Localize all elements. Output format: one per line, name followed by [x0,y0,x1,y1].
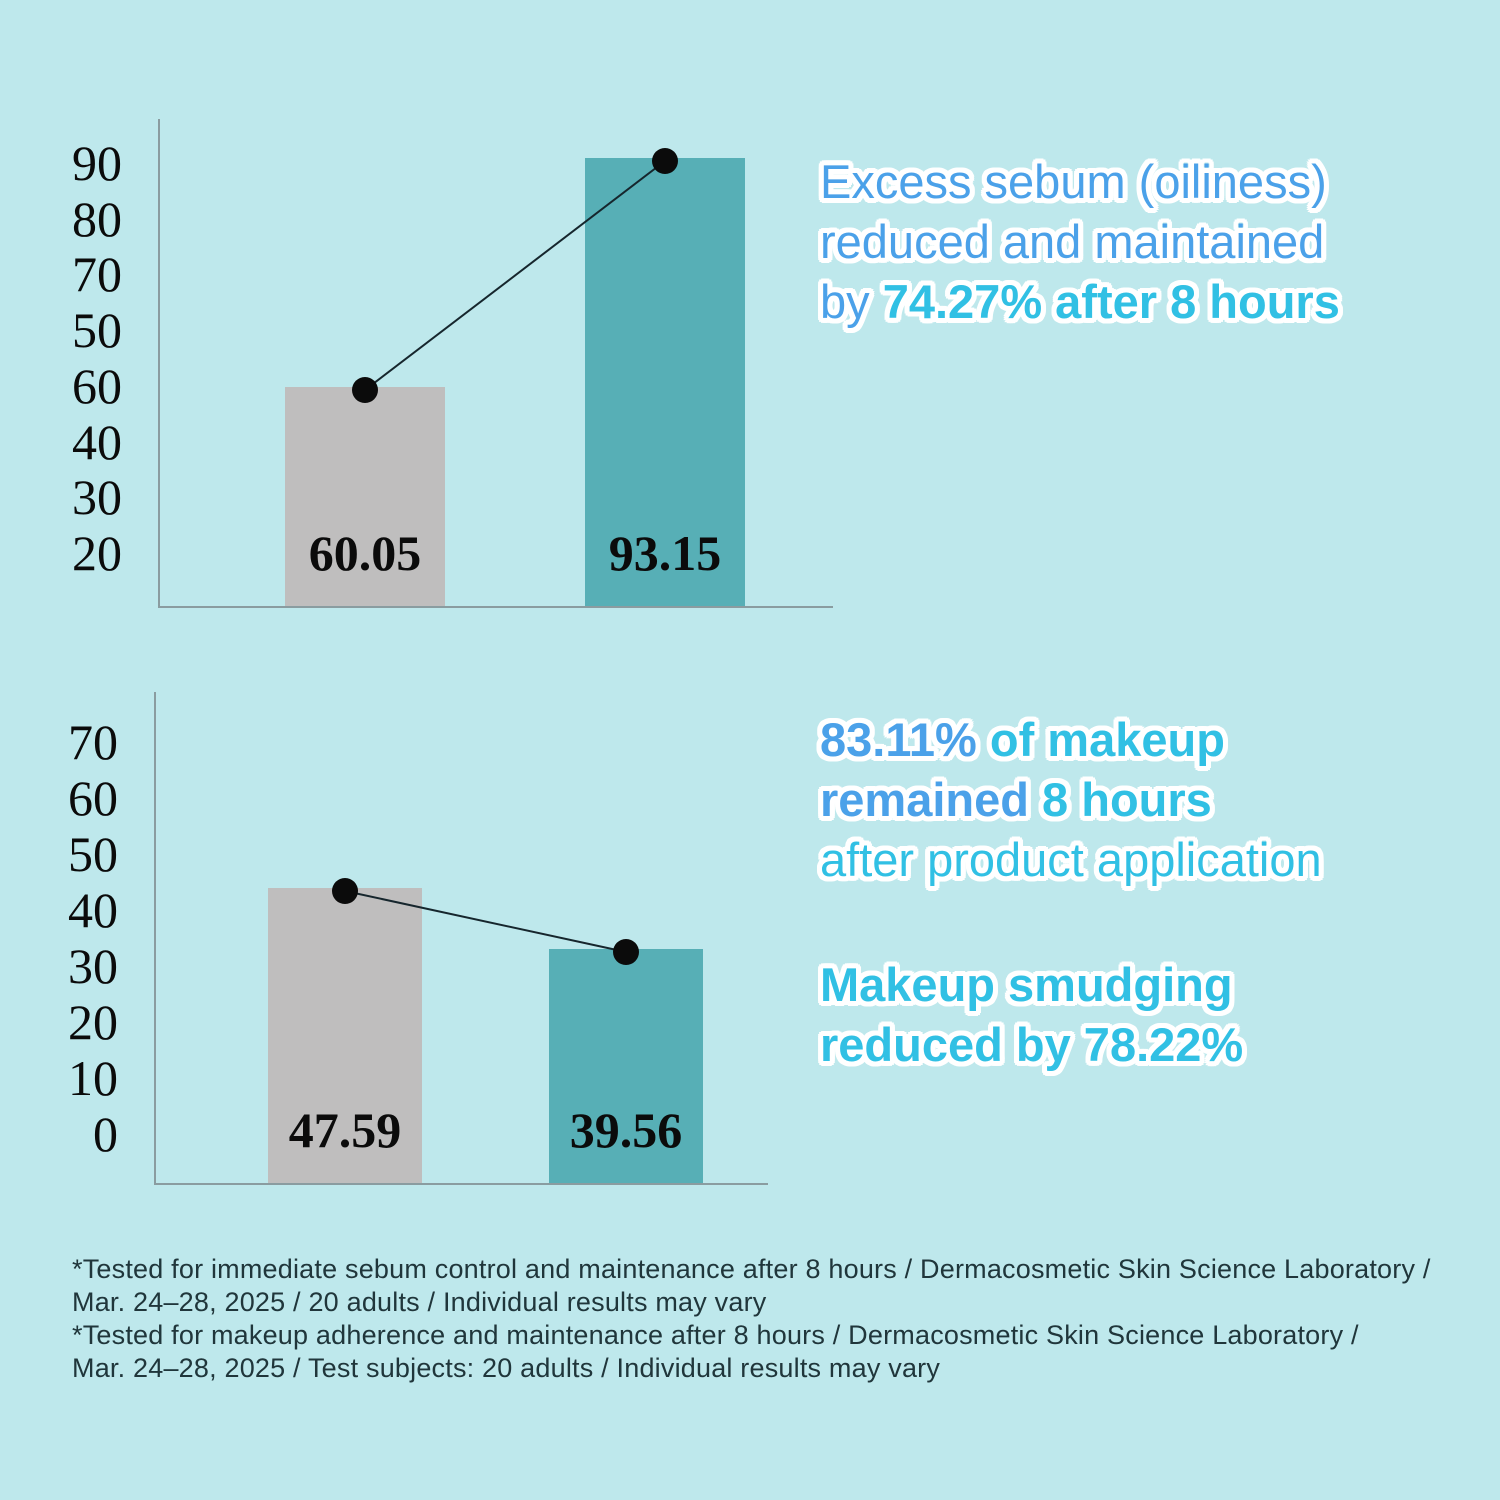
footnote-line: Mar. 24–28, 2025 / 20 adults / Individua… [72,1287,767,1317]
headline-text: Makeup smudging [820,958,1233,1011]
y-tick-label: 10 [68,1050,118,1106]
footnotes: *Tested for immediate sebum control and … [72,1253,1431,1385]
y-tick-label: 20 [68,994,118,1050]
footnote-line: *Tested for makeup adherence and mainten… [72,1320,1359,1350]
y-tick-label: 50 [72,302,122,358]
headline-emphasis: 83.11% [820,713,990,766]
smudge-headline: Makeup smudging reduced by 78.22% [820,955,1243,1075]
headline-text: remained 8 hours [820,770,1322,830]
headline-emphasis: remained [820,773,1043,826]
y-tick-label: 80 [72,191,122,247]
bar-value-label: 93.15 [608,525,722,581]
headline-text: of makeup [989,713,1225,766]
y-tick-label: 60 [68,770,118,826]
y-tick-label: 90 [72,135,122,191]
y-tick-label: 70 [68,714,118,770]
headline-text: after product application [820,833,1322,886]
footnote-line: *Tested for immediate sebum control and … [72,1254,1431,1284]
right-bar [549,949,703,1183]
bar-value-label: 39.56 [569,1102,683,1158]
bar-value-label: 60.05 [308,525,422,581]
y-axis-line [158,119,160,608]
headline-text: 8 hours [1042,773,1212,826]
footnote-line: Mar. 24–28, 2025 / Test subjects: 20 adu… [72,1353,941,1383]
x-axis-line [154,1183,768,1185]
headline-text: reduced by 78.22% [820,1018,1244,1071]
x-axis-line [158,606,833,608]
y-tick-label: 20 [72,525,122,581]
y-axis-line [154,692,156,1185]
headline-text: by [820,275,883,328]
y-tick-label: 30 [72,469,122,525]
headline-text: reduced and maintained [820,215,1325,268]
y-tick-label: 40 [68,882,118,938]
y-tick-label: 60 [72,358,122,414]
y-tick-label: 0 [93,1106,118,1162]
headline-text: by 74.27% after 8 hours [820,272,1340,332]
y-tick-label: 50 [68,826,118,882]
sebum-headline: Excess sebum (oiliness) reduced and main… [820,152,1340,332]
bar-value-label: 47.59 [288,1102,402,1158]
left-bar [285,387,445,606]
headline-text: 83.11% of makeup [820,710,1322,770]
headline-emphasis: 74.27% after 8 hours [882,275,1340,328]
makeup-headline: 83.11% of makeup remained 8 hours after … [820,710,1322,890]
y-tick-label: 40 [72,414,122,470]
y-tick-label: 70 [72,246,122,302]
y-tick-label: 30 [68,938,118,994]
headline-text: Excess sebum (oiliness) [820,155,1327,208]
